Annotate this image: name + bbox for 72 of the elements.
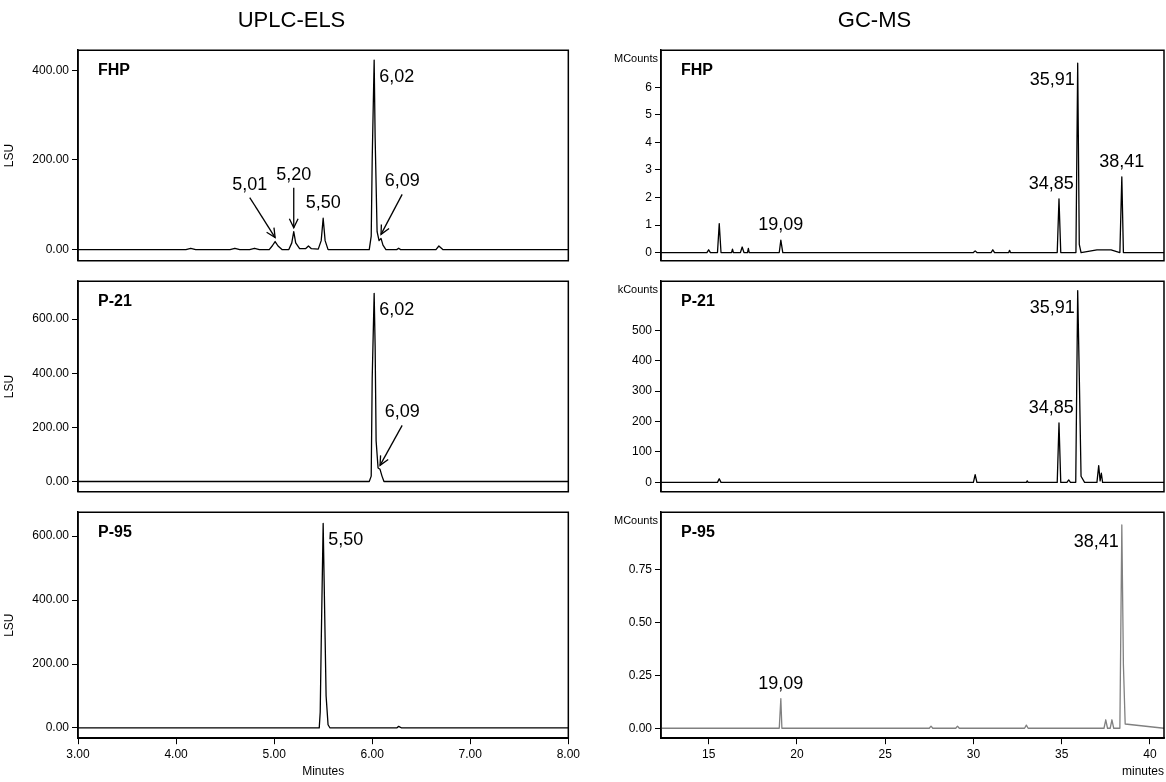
y-tick-label: 600.00 <box>32 311 70 326</box>
y-tick-label: 0.00 <box>628 720 653 735</box>
annotation: 35,91 <box>1029 69 1075 90</box>
annotation: 5,50 <box>328 529 364 550</box>
annotation: 6,09 <box>384 170 420 191</box>
y-tick-label: 400.00 <box>32 62 70 77</box>
annotation: 34,85 <box>1028 396 1074 417</box>
annotation: 38,41 <box>1099 150 1145 171</box>
y-axis-title: LSU <box>1 613 16 637</box>
annotation: FHP <box>98 60 131 78</box>
y-axis-title: MCounts <box>613 51 659 64</box>
annotation: 19,09 <box>758 214 804 235</box>
y-axis-title: LSU <box>1 143 16 168</box>
y-tick-label: 200.00 <box>32 152 70 167</box>
x-tick-label: 40 <box>1143 746 1157 761</box>
y-tick-label: 300 <box>631 383 653 398</box>
annotation: 5,20 <box>276 163 312 184</box>
x-tick-label: 4.00 <box>164 746 189 761</box>
y-tick-label: 0 <box>645 244 653 259</box>
x-tick-label: 6.00 <box>360 746 385 761</box>
annotation: 35,91 <box>1029 296 1075 317</box>
annotation: 38,41 <box>1073 530 1119 551</box>
x-tick-label: 7.00 <box>458 746 483 761</box>
y-tick-label: 500 <box>631 322 653 337</box>
annotation: P-95 <box>681 522 715 540</box>
y-tick-label: 6 <box>645 79 653 94</box>
y-tick-label: 400.00 <box>32 365 70 380</box>
y-tick-label: 100 <box>631 444 653 459</box>
y-axis-title: kCounts <box>617 282 659 295</box>
x-tick-label: 20 <box>790 746 804 761</box>
x-tick-label: 5.00 <box>262 746 287 761</box>
x-axis-title: minutes <box>1121 764 1164 779</box>
chart-title: GC-MS <box>836 6 913 34</box>
y-tick-label: 0.00 <box>45 720 70 735</box>
y-axis-title: MCounts <box>613 513 659 526</box>
y-tick-label: 0.50 <box>628 614 653 629</box>
y-tick-label: 0.00 <box>45 241 70 256</box>
y-tick-label: 200 <box>631 413 653 428</box>
x-tick-label: 25 <box>878 746 893 761</box>
y-tick-label: 400 <box>631 352 653 367</box>
y-tick-label: 0.00 <box>45 473 70 488</box>
x-tick-label: 30 <box>966 746 981 761</box>
y-tick-label: 2 <box>645 189 653 204</box>
annotation: P-95 <box>98 522 132 540</box>
annotation: 34,85 <box>1028 172 1074 193</box>
y-tick-label: 0 <box>645 474 653 489</box>
x-tick-label: 15 <box>701 746 716 761</box>
annotation: 19,09 <box>758 672 804 693</box>
annotation: 6,02 <box>379 299 415 320</box>
x-tick-label: 35 <box>1054 746 1069 761</box>
annotation: 6,09 <box>384 401 420 422</box>
y-tick-label: 3 <box>645 162 653 177</box>
y-tick-label: 1 <box>645 217 653 232</box>
x-axis-title: Minutes <box>302 764 345 779</box>
annotation: P-21 <box>98 291 132 309</box>
annotation: FHP <box>681 60 714 78</box>
y-tick-label: 4 <box>645 134 653 149</box>
y-tick-label: 0.75 <box>628 561 653 576</box>
annotation: P-21 <box>681 291 715 309</box>
y-tick-label: 200.00 <box>32 419 70 434</box>
y-tick-label: 0.25 <box>628 667 653 682</box>
x-tick-label: 8.00 <box>556 746 581 761</box>
y-tick-label: 5 <box>645 107 653 122</box>
annotation: 5,50 <box>305 192 341 213</box>
annotation: 5,01 <box>232 173 268 194</box>
y-axis-title: LSU <box>1 374 16 399</box>
y-tick-label: 600.00 <box>32 528 70 543</box>
y-tick-label: 200.00 <box>32 656 70 671</box>
annotation: 6,02 <box>379 66 415 87</box>
y-tick-label: 400.00 <box>32 592 70 607</box>
x-tick-label: 3.00 <box>66 746 90 761</box>
chart-title: UPLC-ELS <box>236 6 347 34</box>
